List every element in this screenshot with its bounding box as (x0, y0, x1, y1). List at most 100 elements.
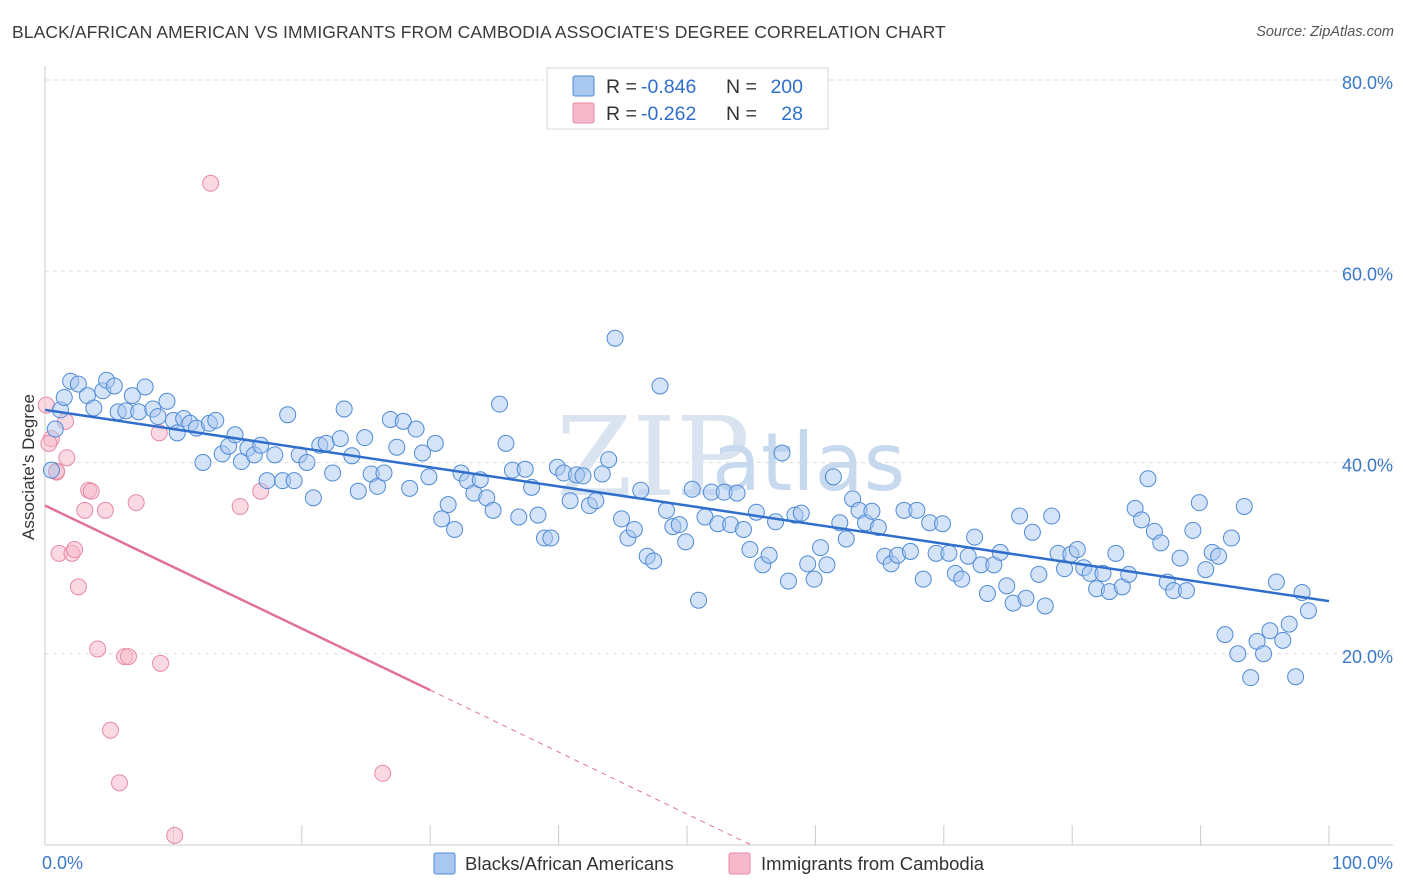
black-point (542, 529, 560, 547)
black-point (1017, 589, 1035, 607)
black-point (317, 434, 335, 452)
black-point (105, 377, 123, 395)
black-point (335, 400, 353, 418)
black-point (1043, 507, 1061, 525)
black-point (529, 506, 547, 524)
legend-n-label-2: N = (726, 103, 757, 125)
cambodia-point (58, 449, 76, 467)
cambodia-point (152, 654, 170, 672)
black-point (394, 412, 412, 430)
black-point (1120, 565, 1138, 583)
black-point (901, 542, 919, 560)
chart-title: BLACK/AFRICAN AMERICAN VS IMMIGRANTS FRO… (12, 22, 946, 42)
legend-n-value-2: 28 (781, 103, 803, 125)
black-point (375, 464, 393, 482)
black-point (683, 480, 701, 498)
black-point (158, 392, 176, 410)
black-point (484, 501, 502, 519)
x-tick-label-min: 0.0% (42, 853, 83, 873)
legend-r-label-1: R = (606, 76, 637, 98)
black-point (645, 552, 663, 570)
black-point (561, 492, 579, 510)
series-black-points (42, 329, 1317, 687)
black-point (46, 420, 64, 438)
black-point (1139, 470, 1157, 488)
black-point (869, 519, 887, 537)
cambodia-point (119, 648, 137, 666)
legend: R = -0.846 N = 200 R = -0.262 N = 28 (546, 67, 829, 130)
black-point (433, 510, 451, 528)
black-point (226, 426, 244, 444)
black-point (1210, 547, 1228, 565)
grid: 20.0% 40.0% 60.0% 80.0% (45, 73, 1393, 667)
black-point (1107, 544, 1125, 562)
black-point (779, 572, 797, 590)
cambodia-point (69, 578, 87, 596)
black-point (356, 429, 374, 447)
y-axis-label: Associate's Degree (19, 394, 38, 540)
black-point (258, 472, 276, 490)
black-point (818, 556, 836, 574)
black-point (420, 468, 438, 486)
black-point (914, 570, 932, 588)
black-point (998, 577, 1016, 595)
cambodia-point (76, 501, 94, 519)
cambodia-point (101, 721, 119, 739)
bottom-legend-swatch-blue (433, 852, 456, 875)
black-point (1036, 597, 1054, 615)
y-tick-label: 80.0% (1342, 73, 1393, 93)
cambodia-point (374, 764, 392, 782)
black-point (130, 403, 148, 421)
black-point (953, 570, 971, 588)
black-point (824, 468, 842, 486)
black-point (136, 378, 154, 396)
black-point (1222, 529, 1240, 547)
black-point (1094, 564, 1112, 582)
black-point (940, 544, 958, 562)
black-point (207, 411, 225, 429)
black-point (670, 516, 688, 534)
black-point (632, 481, 650, 499)
black-point (123, 387, 141, 405)
black-point (1235, 497, 1253, 515)
black-point (1261, 622, 1279, 640)
black-point (1177, 582, 1195, 600)
black-point (69, 375, 87, 393)
black-point (1274, 631, 1292, 649)
cambodia-point (40, 434, 58, 452)
bottom-legend-label-blue: Blacks/African Americans (465, 853, 674, 874)
black-point (1030, 565, 1048, 583)
black-point (1068, 541, 1086, 559)
black-point (1171, 549, 1189, 567)
cambodia-point (89, 640, 107, 658)
black-point (799, 555, 817, 573)
legend-n-value-1: 200 (770, 76, 803, 98)
series-cambodia-points (37, 174, 392, 844)
y-tick-label: 20.0% (1342, 647, 1393, 667)
black-point (1287, 668, 1305, 686)
cambodia-point (82, 482, 100, 500)
legend-r-label-2: R = (606, 103, 637, 125)
black-point (510, 508, 528, 526)
cambodia-point (231, 497, 249, 515)
black-point (266, 446, 284, 464)
cambodia-point (110, 774, 128, 792)
black-point (613, 510, 631, 528)
bottom-legend-label-pink: Immigrants from Cambodia (761, 853, 985, 874)
y-tick-label: 60.0% (1342, 264, 1393, 284)
black-point (600, 451, 618, 469)
black-point (1255, 645, 1273, 663)
black-point (1229, 645, 1247, 663)
black-point (413, 444, 431, 462)
cambodia-point (202, 174, 220, 192)
black-point (439, 496, 457, 514)
bottom-legend: Blacks/African Americans Immigrants from… (433, 852, 985, 875)
black-point (331, 430, 349, 448)
black-point (349, 482, 367, 500)
black-point (767, 513, 785, 531)
black-point (966, 528, 984, 546)
black-point (812, 539, 830, 557)
black-point (85, 399, 103, 417)
black-point (837, 530, 855, 548)
